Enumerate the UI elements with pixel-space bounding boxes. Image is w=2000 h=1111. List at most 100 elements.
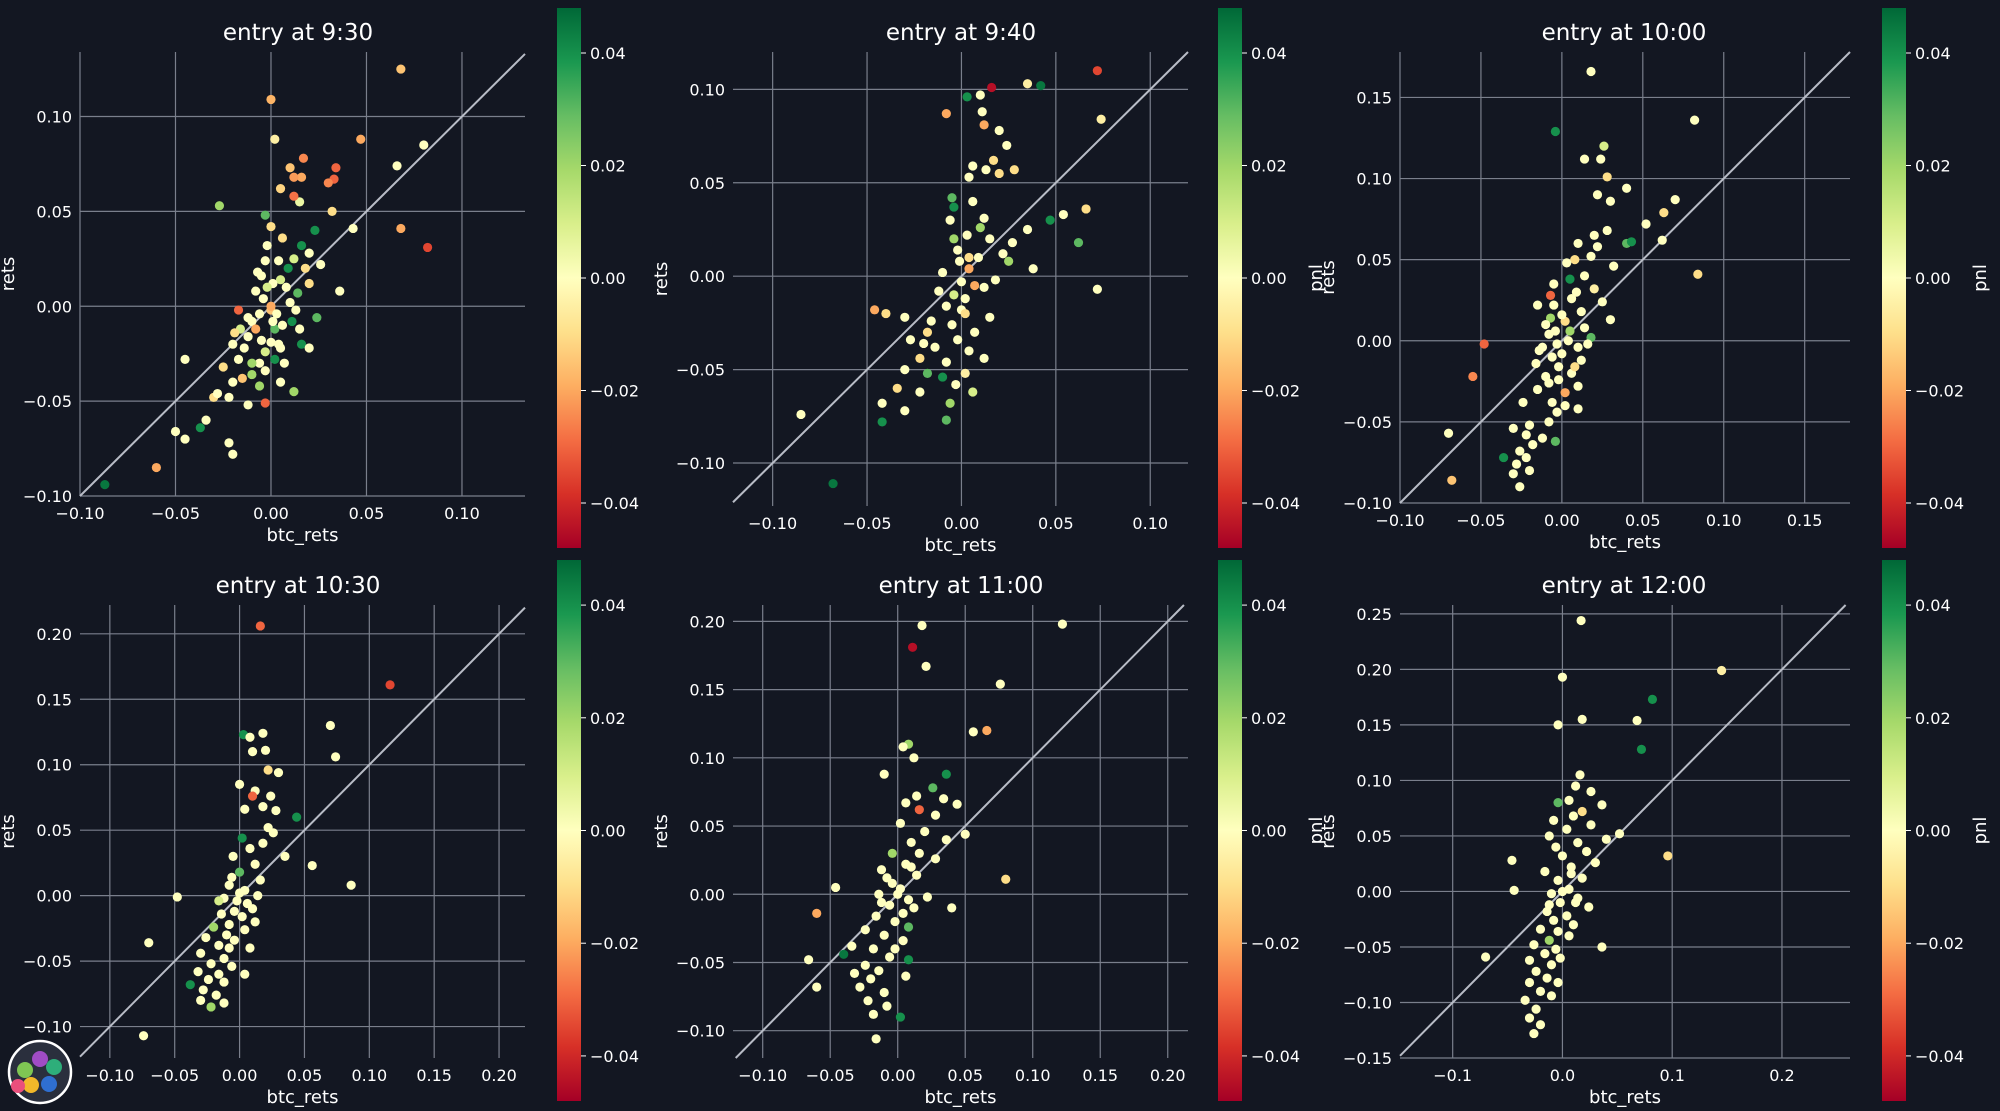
data-point (1564, 795, 1574, 806)
data-point (1549, 279, 1559, 289)
data-point (960, 308, 970, 319)
data-point (874, 889, 884, 899)
colorbar-tick-label: 0.02 (590, 157, 626, 176)
data-point (968, 196, 978, 207)
data-point (1573, 342, 1583, 352)
data-point (1597, 942, 1607, 952)
data-point (922, 327, 933, 337)
data-point (930, 342, 940, 352)
data-point (968, 387, 978, 397)
data-point (201, 932, 211, 943)
data-point (1508, 469, 1518, 479)
data-point (1602, 172, 1612, 182)
x-axis-label: btc_rets (925, 1087, 997, 1108)
x-tick-label: 0.10 (352, 1066, 388, 1085)
data-point (903, 955, 914, 965)
data-point (293, 288, 303, 298)
data-point (1004, 256, 1014, 266)
data-point (973, 252, 984, 263)
y-tick-label: 0.10 (36, 108, 72, 127)
data-point (890, 916, 900, 927)
data-point (1601, 834, 1611, 844)
data-point (1552, 339, 1562, 349)
x-tick-label: 0.00 (253, 504, 289, 523)
data-point (1583, 339, 1593, 349)
x-tick-label: 0.05 (1038, 514, 1074, 533)
data-point (1554, 375, 1564, 385)
data-point (941, 301, 951, 311)
data-point (831, 882, 841, 893)
data-point (1592, 242, 1603, 252)
colorbar (1218, 560, 1242, 1101)
colorbar-tick-label: 0.02 (1915, 157, 1951, 176)
data-point (304, 343, 314, 353)
colorbar-tick-label: 0.04 (1915, 44, 1951, 63)
data-point (960, 829, 970, 839)
data-point (247, 369, 257, 380)
data-point (1557, 851, 1568, 861)
x-tick-label: 0.15 (1082, 1066, 1118, 1085)
colorbar-label: pnl (1306, 817, 1327, 845)
data-point (1529, 940, 1539, 950)
diagonal-line (734, 604, 1185, 1059)
data-point (219, 953, 229, 964)
y-axis-label: rets (651, 262, 672, 297)
data-point (240, 969, 250, 979)
data-point (893, 889, 903, 899)
data-point (804, 955, 814, 965)
data-point (274, 256, 284, 266)
data-point (1544, 417, 1554, 427)
data-point (901, 798, 911, 808)
data-point (214, 201, 225, 211)
colorbar-tick-label: −0.02 (590, 382, 639, 401)
data-point (987, 82, 997, 93)
data-point (882, 1001, 892, 1011)
data-point (1586, 786, 1596, 797)
colorbar-tick-label: −0.02 (1251, 934, 1300, 953)
colorbar-tick-label: 0.00 (1915, 269, 1951, 288)
data-point (985, 312, 995, 322)
data-point (1001, 874, 1011, 884)
y-axis-label: rets (1318, 260, 1339, 295)
data-point (912, 870, 922, 880)
data-point (1002, 140, 1012, 151)
x-tick-label: −0.05 (151, 504, 200, 523)
data-point (272, 309, 282, 319)
y-tick-label: 0.20 (36, 625, 72, 644)
data-point (1641, 219, 1651, 229)
data-point (1553, 798, 1563, 808)
data-point (1549, 300, 1559, 310)
data-point (228, 851, 238, 861)
data-point (871, 1034, 881, 1044)
data-point (828, 478, 838, 489)
x-tick-label: −0.05 (150, 1066, 199, 1085)
data-point (871, 911, 881, 921)
data-point (1571, 287, 1582, 297)
data-point (1590, 857, 1600, 868)
data-point (1584, 902, 1594, 912)
data-point (280, 851, 290, 861)
data-point (1096, 114, 1106, 124)
data-point (285, 163, 295, 173)
data-point (953, 335, 963, 345)
data-point (1081, 204, 1091, 214)
data-point (1693, 269, 1703, 279)
data-point (898, 936, 908, 946)
data-point (895, 1012, 906, 1022)
colorbar-tick-label: 0.00 (1915, 822, 1951, 841)
x-tick-label: 0.10 (1706, 511, 1742, 530)
data-point (1531, 1004, 1541, 1014)
data-point (1546, 991, 1557, 1001)
data-point (954, 256, 965, 266)
data-point (1546, 960, 1557, 970)
data-point (1545, 313, 1556, 323)
data-point (919, 338, 929, 349)
data-point (196, 948, 206, 958)
data-point (243, 400, 253, 410)
diagonal-line (732, 51, 1189, 503)
colorbar-tick-label: 0.00 (590, 822, 626, 841)
data-point (229, 906, 239, 916)
data-point (887, 848, 897, 858)
x-tick-label: 0.20 (481, 1066, 517, 1085)
data-point (218, 362, 228, 372)
